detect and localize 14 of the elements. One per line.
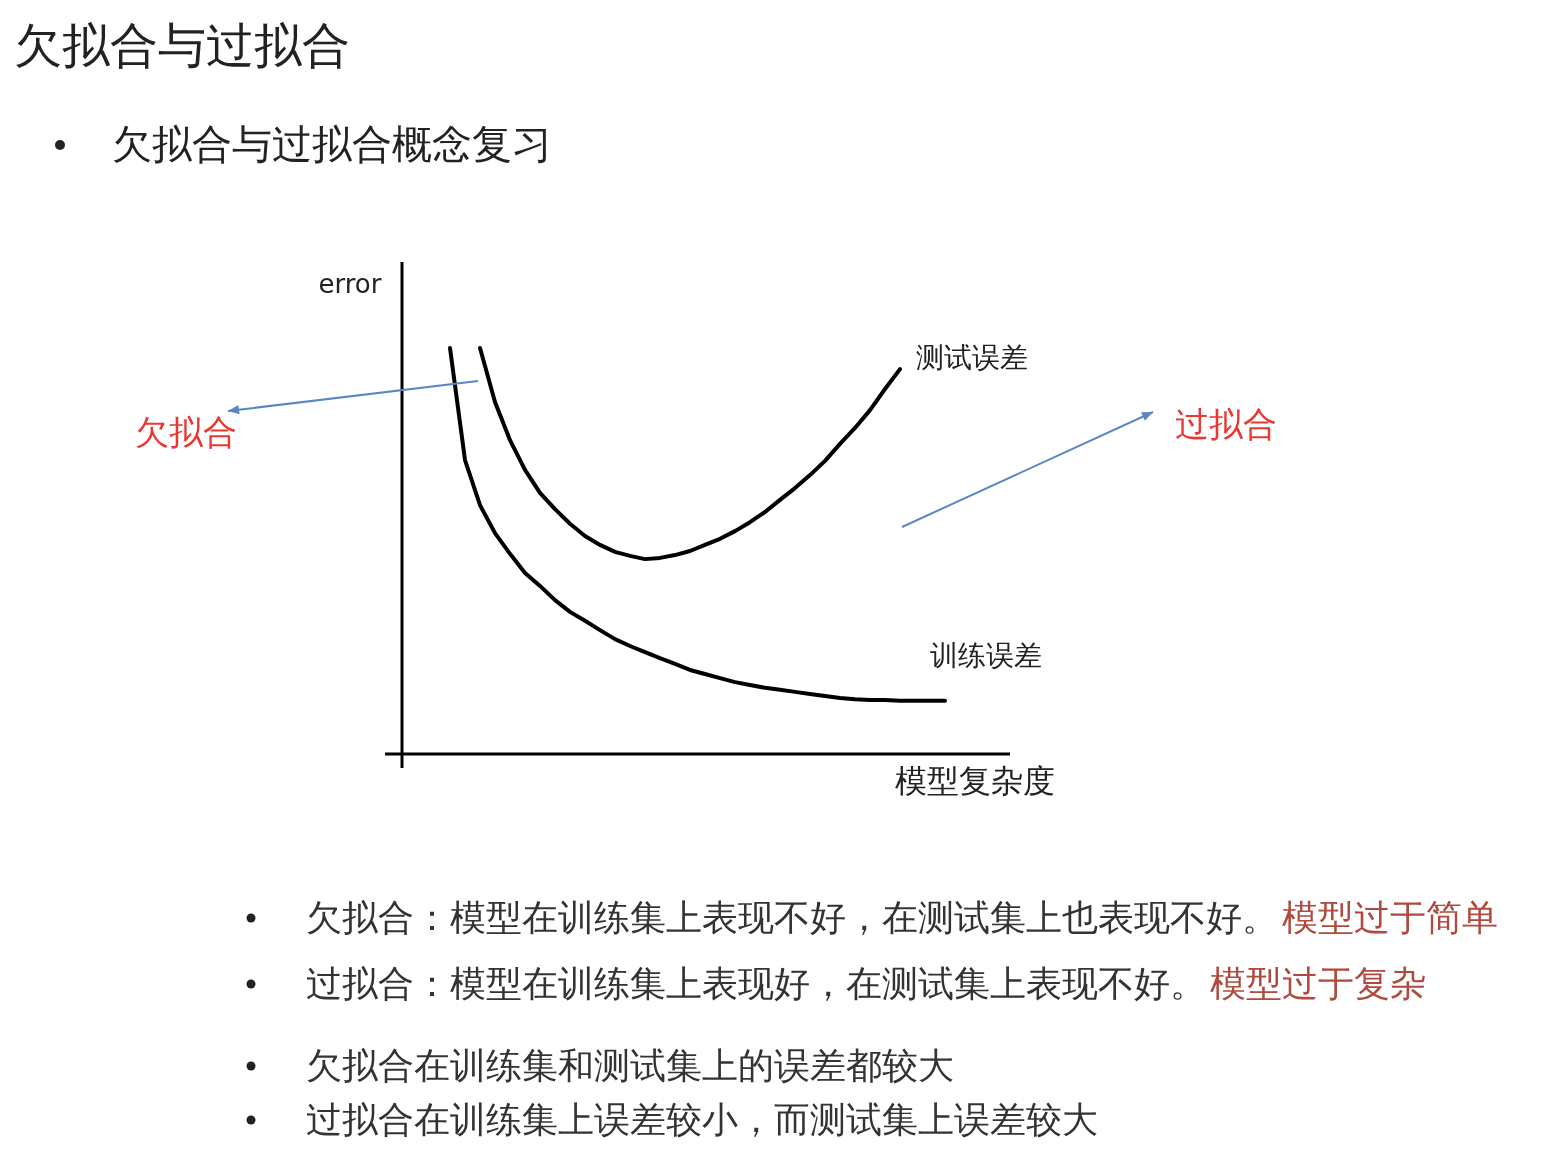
chart-subtitle: 欠拟合与过拟合概念复习 (112, 121, 552, 167)
y-axis-title: error (318, 269, 382, 299)
chart-title: 欠拟合与过拟合 (14, 17, 350, 73)
text: 过拟合 (1175, 404, 1277, 444)
series-label: 测试误差 (916, 341, 1028, 375)
text: 模型过于简单 (1282, 897, 1498, 938)
text: 欠拟合 (135, 412, 237, 452)
series-label: 训练误差 (930, 638, 1042, 672)
x-axis-title: 模型复杂度 (895, 762, 1055, 800)
text: 过拟合：模型在训练集上表现好，在测试集上表现不好。 (306, 963, 1206, 1004)
text: 过拟合在训练集上误差较小，而测试集上误差较大 (306, 1099, 1098, 1140)
text: 欠拟合：模型在训练集上表现不好，在测试集上也表现不好。 (306, 897, 1278, 938)
text: 模型过于复杂 (1210, 963, 1426, 1004)
text: 欠拟合在训练集和测试集上的误差都较大 (306, 1045, 954, 1086)
